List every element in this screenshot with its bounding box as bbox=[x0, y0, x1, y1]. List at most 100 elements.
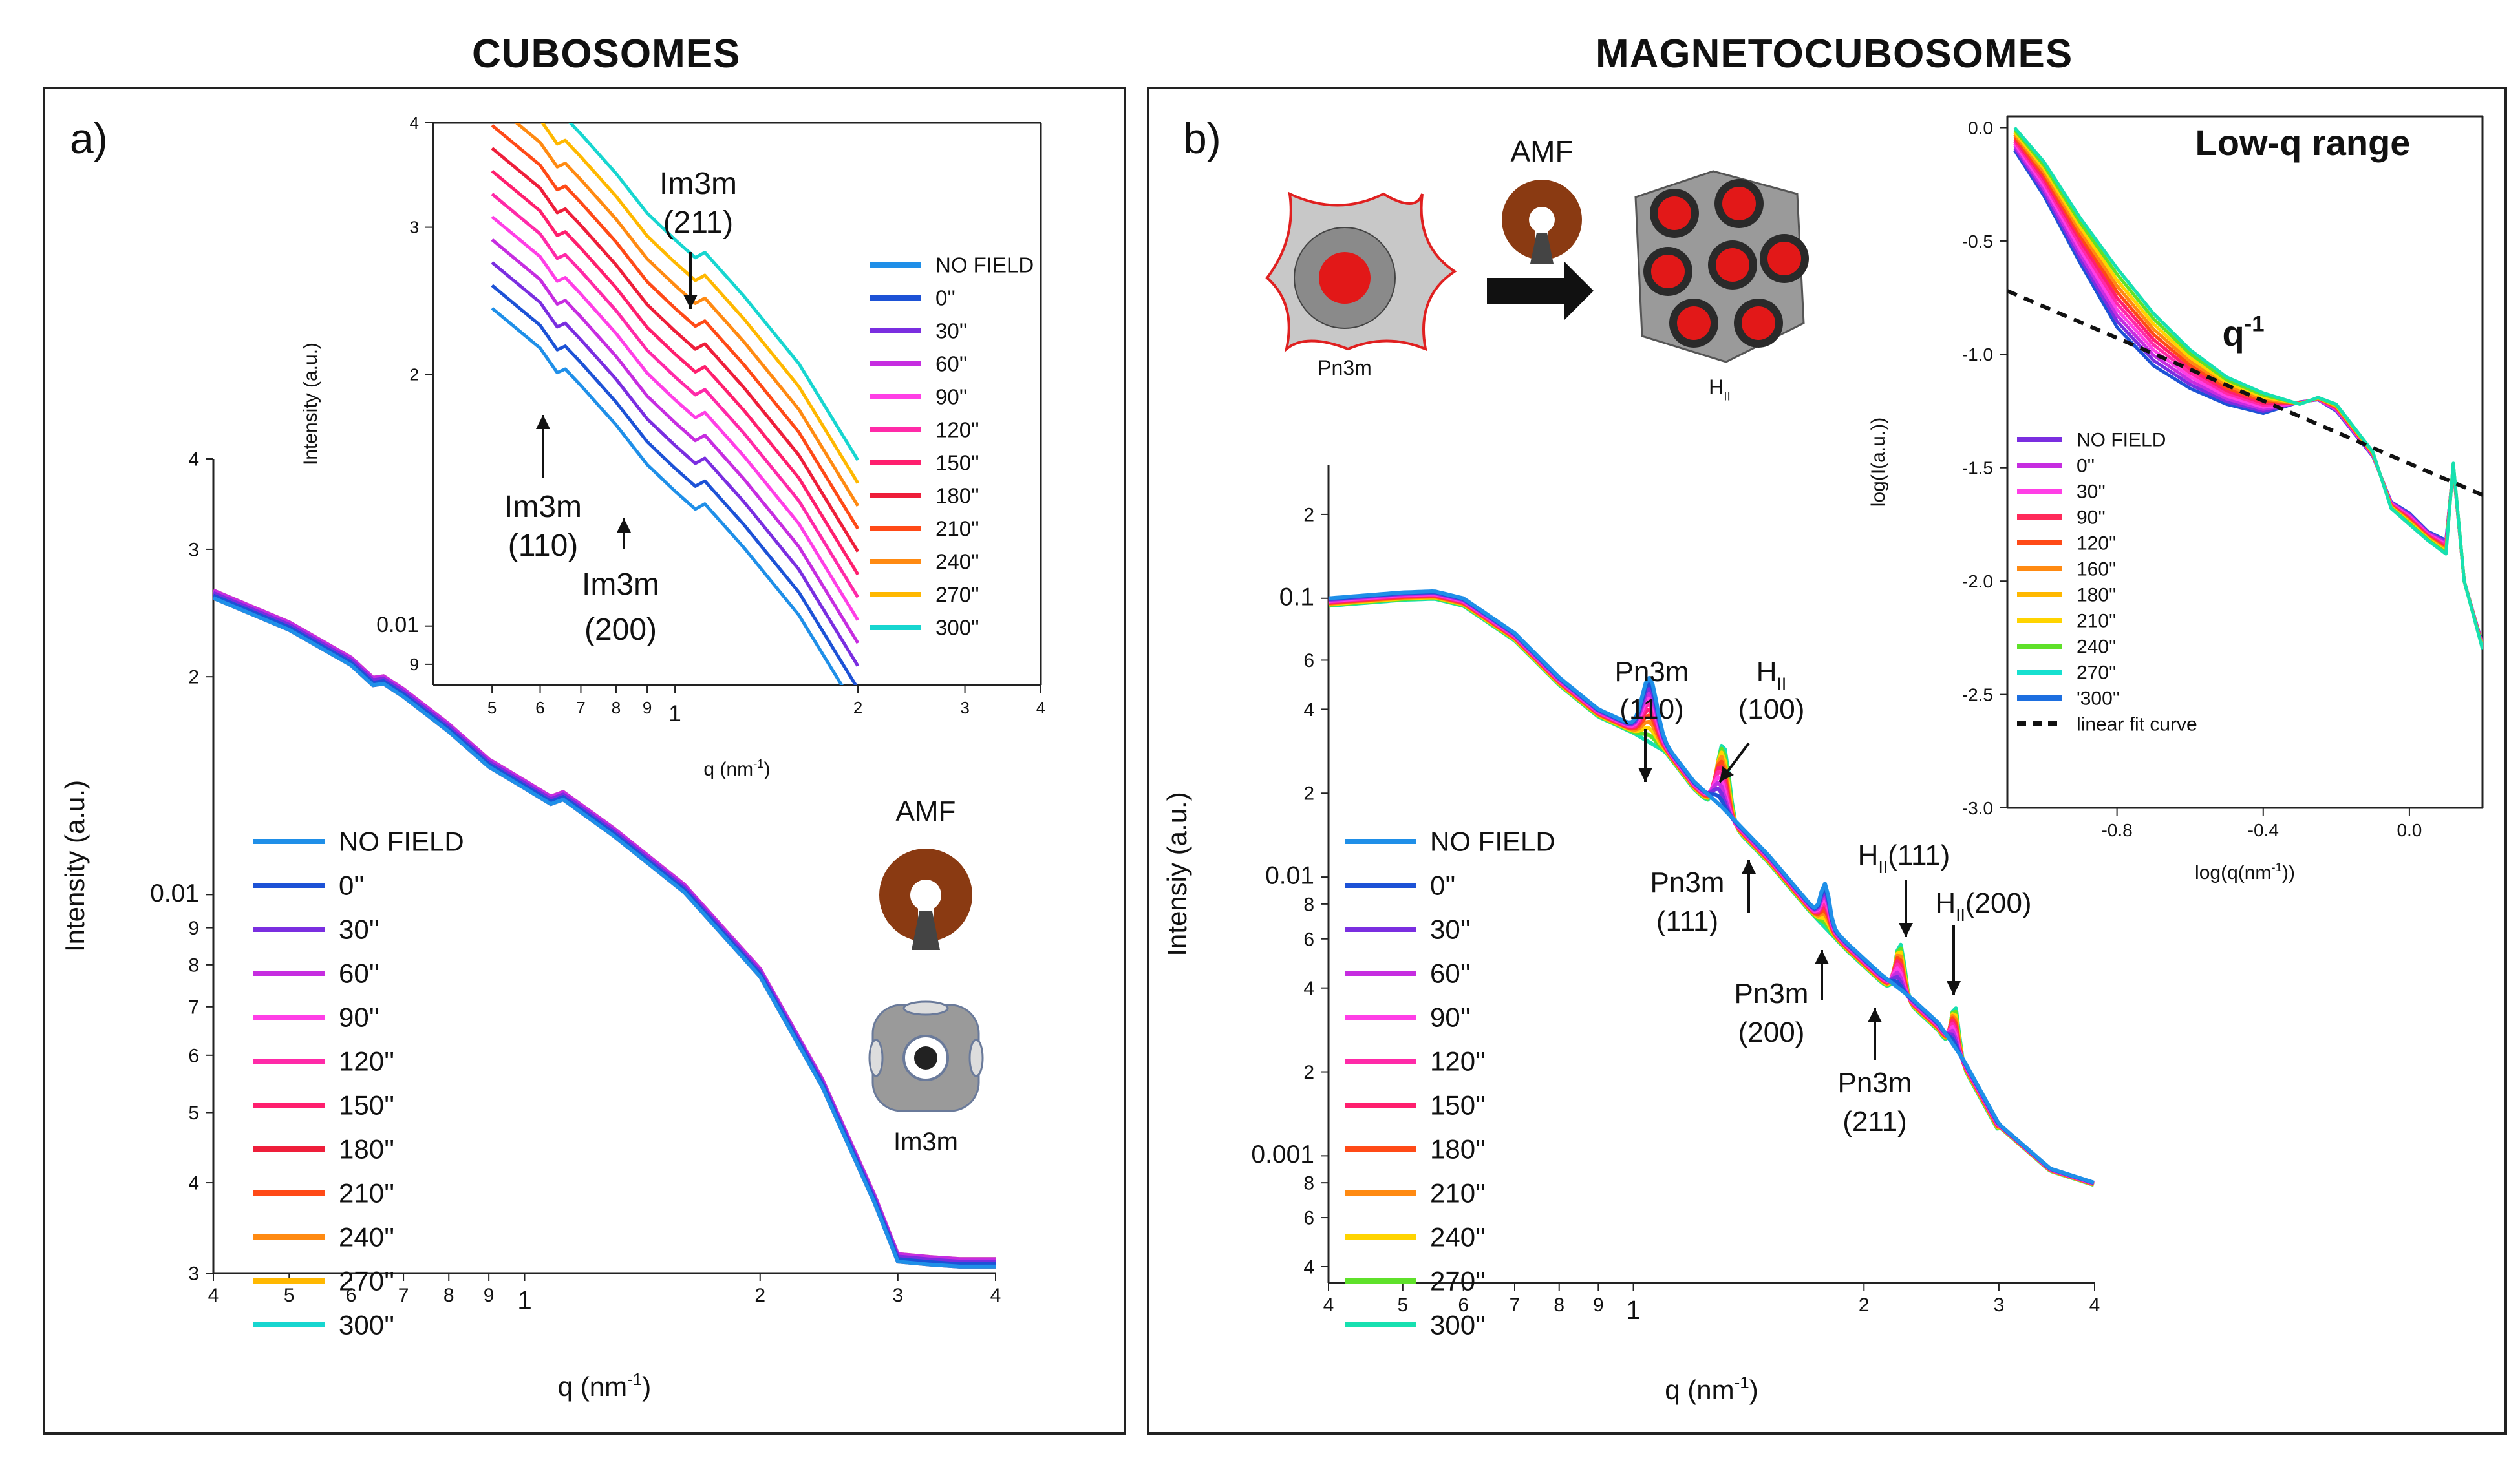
legend-b-inset: NO FIELD 0'' 30'' 90'' 120'' 160'' 180'' 210'' 2… bbox=[2017, 430, 2197, 735]
b-main-x-axis-label: q (nm-1) bbox=[1665, 1373, 1758, 1405]
annotation-pn3m-110-index: (110) bbox=[1619, 693, 1683, 725]
legend-a-inset-item: 30'' bbox=[935, 319, 967, 343]
legend-b-item: 120'' bbox=[1430, 1046, 1486, 1077]
pn3m-core bbox=[1319, 252, 1371, 304]
pn3m-label: Pn3m bbox=[1318, 356, 1372, 379]
legend-a-inset-item: 240'' bbox=[935, 550, 979, 574]
legend-a-inset-item: 270'' bbox=[935, 583, 979, 607]
series-a-line bbox=[212, 592, 996, 1265]
series-a-inset-line bbox=[540, 123, 860, 484]
annotation-q-inverse: q-1 bbox=[2222, 312, 2264, 354]
a-inset-y-tick-label: 3 bbox=[410, 218, 419, 237]
a-main-x-tick-label: 4 bbox=[208, 1285, 219, 1306]
a-main-y-axis-label: Intensity (a.u.) bbox=[59, 780, 90, 952]
hii-cylinder-core bbox=[1742, 306, 1775, 340]
legend-b-item: 30'' bbox=[1430, 914, 1471, 945]
arrow-im3m-211-head bbox=[683, 295, 698, 309]
annotation-hii-200-label: HII(200) bbox=[1935, 887, 2031, 925]
series-a-inset-line bbox=[513, 123, 860, 507]
a-inset-x-tick-label: 3 bbox=[960, 698, 969, 717]
b-inset-y-tick-label: -1.0 bbox=[1962, 344, 1993, 364]
legend-a-item: 180'' bbox=[339, 1134, 394, 1165]
legend-b-inset-item: 0'' bbox=[2077, 456, 2095, 477]
b-main-y-tick-label: 0.01 bbox=[1265, 862, 1314, 890]
legend-b: NO FIELD 0'' 30'' 60'' 90'' 120'' 150'' 180'' 21… bbox=[1345, 827, 1555, 1340]
legend-b-inset-item: 160'' bbox=[2077, 559, 2117, 580]
arrow-hii-100-head bbox=[1720, 766, 1734, 782]
legend-a-item: 60'' bbox=[339, 958, 379, 989]
legend-b-inset-item: NO FIELD bbox=[2077, 430, 2166, 451]
a-main-y-tick-label: 9 bbox=[188, 918, 199, 939]
hii-cylinder-core bbox=[1767, 242, 1801, 275]
hii-cylinder-core bbox=[1722, 187, 1756, 220]
legend-b-item: 210'' bbox=[1430, 1178, 1486, 1209]
im3m-label: Im3m bbox=[893, 1128, 958, 1156]
amf-coil-icon-a bbox=[879, 849, 972, 950]
legend-b-inset-item: 210'' bbox=[2077, 611, 2117, 632]
legend-a-inset-item: 180'' bbox=[935, 484, 979, 508]
legend-a-inset: NO FIELD 0'' 30'' 60'' 90'' 120'' 150'' 180'' 21… bbox=[870, 253, 1034, 640]
b-inset-x-tick-label: 0.0 bbox=[2397, 820, 2422, 840]
arrow-im3m-200-head bbox=[617, 518, 631, 533]
left-panel-frame bbox=[43, 87, 1126, 1435]
b-inset-y-tick-label: 0.0 bbox=[1968, 118, 1993, 138]
legend-b-item: 270'' bbox=[1430, 1266, 1486, 1296]
legend-b-item: 60'' bbox=[1430, 958, 1471, 989]
b-inset-axes: -0.8 -0.4 0.0 0.0 -0.5 -1.0 -1.5 -2.0 -2.5 -3.0 lo… bbox=[1868, 115, 2484, 883]
a-main-x-tick-label: 4 bbox=[990, 1285, 1001, 1306]
annotation-pn3m-200-index: (200) bbox=[1738, 1017, 1805, 1048]
legend-b-item: 240'' bbox=[1430, 1222, 1486, 1252]
legend-b-inset-item: 90'' bbox=[2077, 507, 2106, 529]
arrow-pn3m-200-head bbox=[1815, 950, 1829, 964]
panel-label-b: b) bbox=[1183, 114, 1221, 162]
right-panel-title: MAGNETOCUBOSOMES bbox=[1596, 32, 2073, 76]
series-b-inset-line bbox=[2013, 126, 2483, 650]
legend-b-inset-item: linear fit curve bbox=[2077, 714, 2197, 735]
a-main-x-tick-label: 8 bbox=[443, 1285, 454, 1306]
annotation-im3m-200-name: Im3m bbox=[582, 567, 659, 602]
annotation-im3m-110-name: Im3m bbox=[504, 490, 582, 524]
annotation-hii-100-name: HII bbox=[1757, 656, 1786, 693]
legend-b-inset-item: 30'' bbox=[2077, 481, 2106, 503]
b-inset-y-tick-label: -3.0 bbox=[1962, 798, 1993, 818]
legend-a-inset-item: 210'' bbox=[935, 517, 979, 541]
legend-a-item: 150'' bbox=[339, 1090, 394, 1121]
amf-label-a: AMF bbox=[896, 796, 956, 827]
left-panel-title: CUBOSOMES bbox=[472, 32, 741, 76]
a-inset-x-tick-label: 2 bbox=[853, 698, 862, 717]
series-a-inset-line bbox=[491, 238, 860, 644]
a-main-x-axis-label: q (nm-1) bbox=[558, 1369, 652, 1402]
legend-b-item: 90'' bbox=[1430, 1002, 1471, 1033]
hii-hexagonal-icon bbox=[1634, 170, 1809, 363]
b-main-y-tick-label: 0.001 bbox=[1251, 1141, 1314, 1168]
series-a-inset-line bbox=[491, 169, 860, 576]
legend-b-inset-item: '300'' bbox=[2077, 688, 2120, 710]
legend-b-inset-item: 270'' bbox=[2077, 662, 2117, 684]
legend-b-inset-item: 180'' bbox=[2077, 585, 2117, 606]
panel-label-a: a) bbox=[70, 114, 108, 162]
legend-b-inset-item: 120'' bbox=[2077, 533, 2117, 555]
a-inset-x-tick-label: 7 bbox=[576, 698, 585, 717]
b-main-y-tick-label: 8 bbox=[1303, 894, 1314, 915]
b-inset-x-tick-label: -0.8 bbox=[2101, 820, 2132, 840]
series-a-inset-line bbox=[491, 284, 858, 685]
b-main-x-tick-label: 2 bbox=[1859, 1294, 1870, 1316]
b-main-y-tick-label: 6 bbox=[1303, 650, 1314, 671]
amf-label-b: AMF bbox=[1510, 134, 1573, 168]
annotation-im3m-200-index: (200) bbox=[584, 613, 657, 647]
b-inset-y-tick-label: -1.5 bbox=[1962, 458, 1993, 478]
annotation-pn3m-211-name: Pn3m bbox=[1838, 1067, 1912, 1099]
arrow-hii-111-head bbox=[1899, 923, 1913, 937]
arrow-pn3m-110-head bbox=[1638, 768, 1652, 782]
a-main-y-tick-label: 4 bbox=[188, 1173, 199, 1194]
legend-a-item: 30'' bbox=[339, 914, 379, 945]
cube-top-pore bbox=[902, 1000, 949, 1016]
a-inset-y-tick-label: 2 bbox=[410, 364, 419, 384]
a-inset-x-tick-label: 1 bbox=[668, 701, 681, 726]
a-main-x-tick-label: 6 bbox=[346, 1285, 357, 1306]
a-inset-x-axis-label: q (nm-1) bbox=[703, 757, 770, 780]
a-main-x-tick-label: 2 bbox=[754, 1285, 765, 1306]
inset-b-title: Low-q range bbox=[2195, 122, 2411, 163]
legend-b-inset-item: 240'' bbox=[2077, 637, 2117, 658]
